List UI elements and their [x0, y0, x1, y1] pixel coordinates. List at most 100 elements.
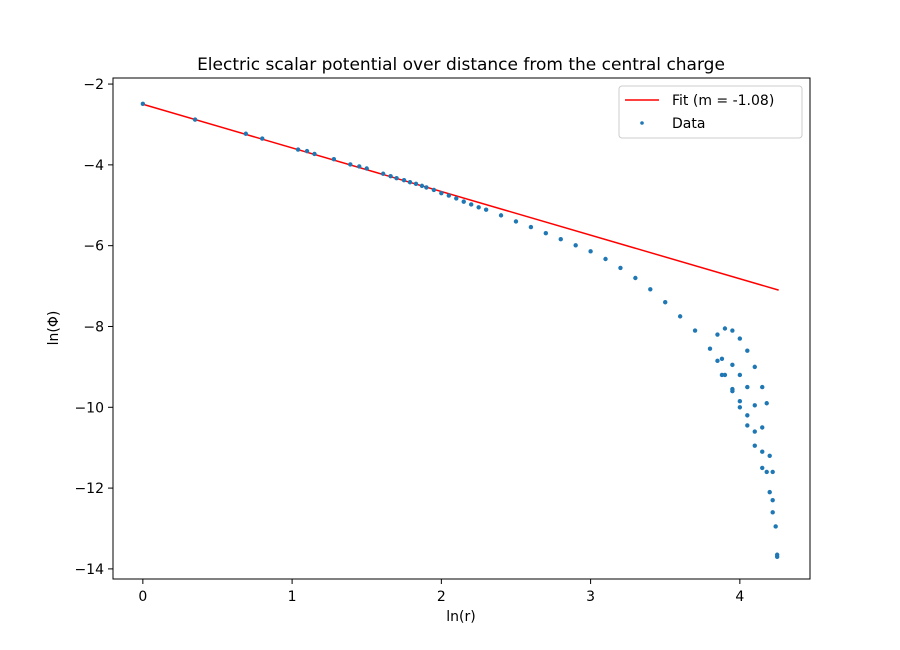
data-point	[331, 157, 337, 162]
data-point	[715, 358, 720, 364]
x-axis-label: ln(r)	[446, 609, 475, 625]
data-point	[348, 162, 353, 167]
y-tick-label: −10	[74, 400, 104, 416]
data-point	[424, 185, 429, 190]
data-point	[752, 403, 757, 408]
data-point	[483, 207, 489, 212]
data-point	[677, 314, 683, 319]
y-tick-label: −4	[83, 158, 104, 174]
data-point	[413, 181, 419, 187]
data-point	[767, 453, 772, 458]
data-point	[737, 336, 743, 341]
y-axis-ticks: −2 −4 −6 −8 −10 −12 −14	[74, 77, 113, 578]
legend-data-swatch	[640, 121, 644, 125]
data-point	[764, 469, 769, 475]
data-point	[648, 287, 653, 292]
legend: Fit (m = -1.08) Data	[618, 85, 803, 139]
data-point	[431, 187, 437, 193]
x-tick-label: 2	[437, 589, 446, 605]
fit-line	[142, 103, 779, 291]
data-point	[737, 399, 743, 404]
data-point	[773, 524, 778, 529]
data-point	[364, 166, 369, 171]
plot-frame	[112, 77, 811, 580]
data-point	[476, 205, 481, 210]
data-point	[543, 230, 549, 236]
data-point	[140, 101, 146, 107]
data-point	[774, 552, 780, 557]
x-tick-label: 1	[288, 589, 297, 605]
y-tick-label: −8	[83, 319, 104, 335]
data-point	[770, 498, 775, 503]
data-point	[764, 401, 769, 406]
data-point	[760, 425, 765, 430]
data-point	[588, 249, 593, 254]
legend-fit-label: Fit (m = -1.08)	[672, 93, 774, 109]
data-point	[745, 348, 750, 353]
data-point	[760, 449, 765, 454]
data-point	[752, 364, 757, 370]
data-point	[618, 265, 623, 271]
data-point	[528, 224, 534, 230]
plot-area	[140, 101, 780, 559]
legend-data-label: Data	[672, 116, 705, 132]
data-point	[770, 510, 775, 515]
data-point	[394, 176, 399, 181]
data-point	[722, 326, 728, 331]
data-point	[446, 193, 452, 198]
x-tick-label: 3	[586, 589, 595, 605]
fit-series-layer	[142, 103, 779, 291]
data-point	[357, 164, 362, 169]
data-point	[573, 243, 578, 248]
data-point	[719, 356, 725, 362]
data-point	[558, 237, 563, 242]
data-point	[469, 202, 474, 207]
chart-title: Electric scalar potential over distance …	[197, 55, 725, 75]
data-point	[603, 256, 608, 262]
y-tick-label: −14	[74, 562, 104, 578]
data-point	[730, 328, 735, 333]
legend-box	[618, 85, 803, 139]
data-point	[312, 151, 317, 157]
data-point	[770, 469, 775, 475]
data-point	[498, 213, 504, 218]
data-point	[380, 171, 386, 176]
data-point	[745, 423, 750, 428]
data-point	[692, 328, 698, 333]
data-point	[760, 465, 765, 471]
data-point	[192, 117, 198, 122]
data-point	[752, 443, 757, 448]
data-point	[295, 147, 301, 152]
data-point	[760, 384, 765, 390]
data-point	[767, 489, 772, 495]
x-axis-ticks: 0 1 2 3 4	[138, 579, 744, 605]
data-point	[752, 429, 757, 434]
data-point	[304, 148, 310, 154]
data-point	[407, 180, 413, 185]
data-point	[454, 196, 459, 201]
data-point	[439, 190, 444, 196]
data-point	[663, 300, 668, 305]
data-point	[707, 346, 713, 351]
y-axis-label: ln(Φ)	[46, 311, 62, 346]
data-point	[715, 332, 720, 337]
data-point	[513, 219, 519, 224]
data-point	[745, 384, 750, 390]
data-point	[737, 405, 743, 410]
data-point	[730, 362, 735, 368]
data-point	[719, 372, 725, 378]
data-series-layer	[140, 101, 780, 559]
data-point	[243, 131, 249, 136]
data-point	[461, 199, 466, 204]
y-tick-label: −2	[83, 77, 104, 93]
data-point	[260, 136, 265, 141]
data-point	[730, 386, 735, 392]
data-point	[737, 372, 743, 378]
x-tick-label: 4	[735, 589, 744, 605]
y-tick-label: −12	[74, 481, 104, 497]
x-tick-label: 0	[138, 589, 147, 605]
data-point	[633, 275, 638, 281]
data-point	[419, 183, 425, 189]
y-tick-label: −6	[83, 239, 104, 255]
